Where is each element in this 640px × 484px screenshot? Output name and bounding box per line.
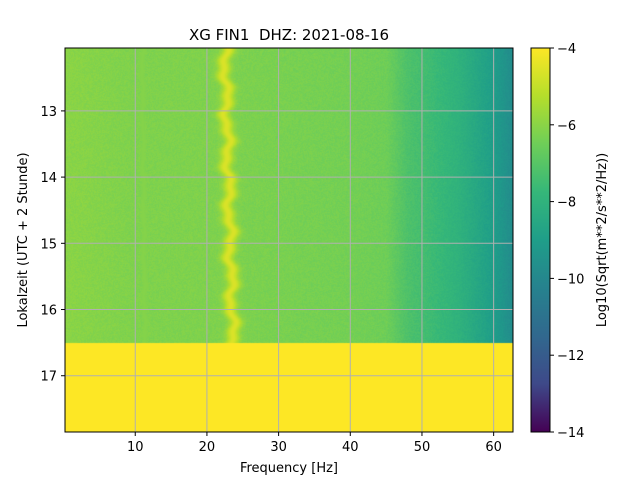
x-tick-label: 30	[270, 440, 287, 455]
x-axis-ticks: 10 20 30 40 50 60	[127, 432, 502, 455]
x-tick-label: 60	[485, 440, 502, 455]
colorbar-tick-label: −4	[557, 42, 576, 57]
y-axis-ticks: 13 14 15 16 17	[40, 105, 65, 385]
colorbar-tick-label: −14	[557, 426, 584, 441]
x-tick-label: 40	[342, 440, 359, 455]
y-axis-label: Lokalzeit (UTC + 2 Stunde)	[16, 152, 31, 327]
colorbar-tick-label: −8	[557, 196, 576, 211]
colorbar-tick-label: −6	[557, 119, 576, 134]
colorbar-tick-label: −10	[557, 272, 584, 287]
y-tick-label: 16	[40, 304, 57, 319]
colorbar-gradient	[530, 47, 551, 433]
grid-lines	[65, 48, 513, 432]
y-tick-label: 17	[40, 370, 57, 385]
y-tick-label: 15	[40, 237, 57, 252]
x-tick-label: 20	[199, 440, 216, 455]
chart-title: XG FIN1 DHZ: 2021-08-16	[189, 26, 389, 44]
plot-area	[65, 48, 513, 432]
x-tick-label: 10	[127, 440, 144, 455]
y-tick-label: 13	[40, 105, 57, 120]
y-tick-label: 14	[40, 171, 57, 186]
colorbar: −4 −6 −8 −10 −12 −14 Log10(Sqrt(m**2/s**2/Hz)…	[530, 42, 610, 441]
colorbar-ticks: −4 −6 −8 −10 −12 −14	[550, 42, 584, 441]
colorbar-tick-label: −12	[557, 349, 584, 364]
spectrogram-image	[65, 48, 513, 432]
x-tick-label: 50	[414, 440, 431, 455]
colorbar-label: Log10(Sqrt(m**2/s**2/Hz))	[595, 153, 610, 327]
plot-frame	[64, 47, 514, 433]
x-axis-label: Frequency [Hz]	[240, 461, 338, 476]
